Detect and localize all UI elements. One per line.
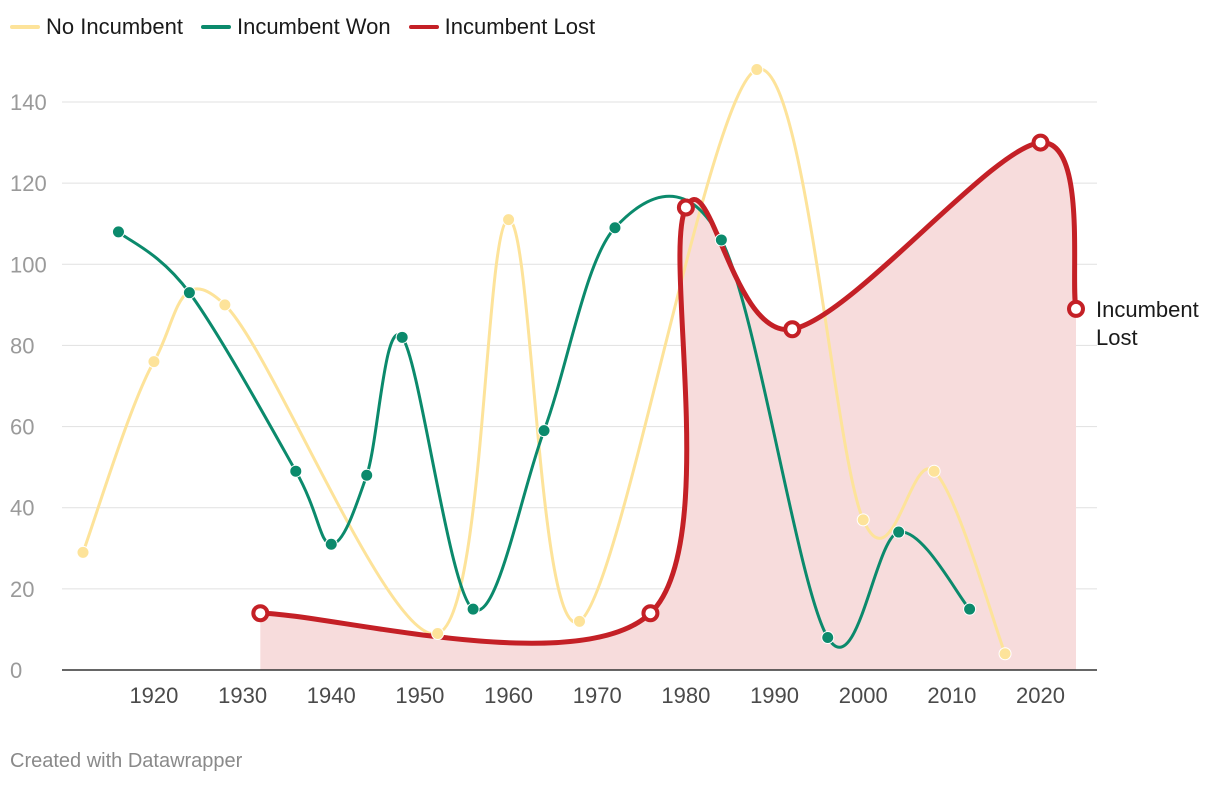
point-no-incumbent-1968: [573, 614, 586, 628]
point-no-incumbent-1988: [750, 63, 764, 77]
incumbent-lost-area: [260, 142, 1077, 671]
point-incumbent-lost-1976: [641, 604, 660, 623]
y-tick-label-0: 0: [10, 658, 22, 683]
x-tick-label-2010: 2010: [927, 683, 976, 708]
x-tick-label-1950: 1950: [395, 683, 444, 708]
legend-label-incumbent-won: Incumbent Won: [236, 14, 391, 39]
point-no-incumbent-1920: [147, 355, 161, 369]
point-incumbent-won-1944: [360, 468, 374, 482]
point-no-incumbent-1960: [502, 213, 516, 227]
point-incumbent-won-1972: [608, 221, 622, 235]
point-incumbent-won-2004: [892, 525, 906, 539]
x-tick-label-1960: 1960: [484, 683, 533, 708]
point-incumbent-won-2012: [963, 602, 977, 616]
point-incumbent-won-1956: [466, 602, 480, 616]
point-incumbent-lost-1980: [676, 198, 695, 217]
y-tick-label-40: 40: [10, 496, 34, 521]
y-tick-label-20: 20: [10, 577, 34, 602]
point-incumbent-won-1916: [111, 225, 125, 239]
legend: No Incumbent Incumbent Won Incumbent Los…: [10, 14, 613, 40]
point-no-incumbent-2000: [856, 513, 870, 527]
legend-item-incumbent-lost: Incumbent Lost: [408, 14, 596, 40]
footer-credit: Created with Datawrapper: [10, 750, 243, 772]
legend-swatch-incumbent-won: [200, 25, 231, 29]
legend-label-incumbent-lost: Incumbent Lost: [444, 14, 596, 39]
point-no-incumbent-1952: [431, 626, 445, 640]
x-tick-label-1970: 1970: [573, 683, 622, 708]
point-incumbent-lost-1932: [251, 604, 270, 623]
point-no-incumbent-1928: [218, 298, 232, 312]
legend-label-no-incumbent: No Incumbent: [46, 14, 183, 39]
point-incumbent-won-1964: [537, 424, 551, 438]
annotation-line-0-1: Lost: [1096, 325, 1138, 350]
x-tick-label-2020: 2020: [1016, 683, 1065, 708]
x-tick-label-2000: 2000: [839, 683, 888, 708]
point-incumbent-lost-1992: [783, 320, 802, 339]
y-tick-label-100: 100: [10, 252, 47, 277]
legend-item-no-incumbent: No Incumbent: [10, 14, 183, 40]
point-no-incumbent-1912: [76, 545, 90, 559]
legend-swatch-incumbent-lost: [408, 25, 439, 29]
y-tick-label-80: 80: [10, 333, 34, 358]
point-incumbent-won-1940: [324, 537, 338, 551]
x-tick-label-1990: 1990: [750, 683, 799, 708]
x-tick-label-1940: 1940: [307, 683, 356, 708]
point-no-incumbent-2008: [927, 464, 941, 478]
point-incumbent-won-1996: [821, 631, 835, 645]
y-tick-label-60: 60: [10, 415, 34, 440]
x-tick-label-1930: 1930: [218, 683, 267, 708]
legend-swatch-no-incumbent: [10, 25, 40, 29]
point-incumbent-won-1936: [289, 464, 303, 478]
point-no-incumbent-2016: [998, 647, 1012, 661]
y-tick-label-140: 140: [10, 90, 47, 115]
point-incumbent-won-1924: [182, 286, 196, 300]
legend-item-incumbent-won: Incumbent Won: [200, 14, 391, 40]
y-tick-label-120: 120: [10, 171, 47, 196]
point-incumbent-lost-2020: [1031, 133, 1050, 152]
x-tick-label-1980: 1980: [661, 683, 710, 708]
point-incumbent-won-1984: [714, 233, 728, 247]
point-incumbent-lost-2024: [1067, 299, 1085, 318]
x-tick-label-1920: 1920: [129, 683, 178, 708]
point-incumbent-won-1948: [395, 330, 409, 344]
annotation-line-0-0: Incumbent: [1096, 297, 1199, 322]
